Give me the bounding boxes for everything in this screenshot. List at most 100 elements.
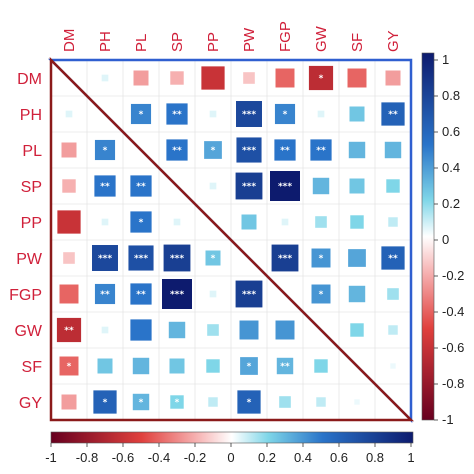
- heatmap-cell-sp-sf: [349, 178, 365, 194]
- heatmap-cell-sp-gw: [312, 177, 330, 195]
- row-label-pl: PL: [22, 143, 42, 160]
- heatmap-cell-pw-ph: [92, 245, 118, 271]
- colorbar-tick-label: 0.2: [442, 196, 460, 211]
- heatmap-cell-pp-dm: [57, 210, 81, 234]
- column-label-dm: DM: [61, 29, 78, 52]
- column-label-gy: GY: [385, 30, 402, 52]
- significance-label: **: [388, 254, 398, 264]
- column-label-fgp: FGP: [277, 21, 294, 52]
- significance-label: **: [136, 182, 146, 192]
- heatmap-cell-dm-fgp: [275, 68, 295, 88]
- heatmap-cell-gw-sp: [168, 321, 186, 339]
- column-labels: DM PH PL SP PP PW FGP GW SF GY: [61, 21, 402, 52]
- significance-label: ***: [170, 254, 184, 264]
- row-labels: DM PH PL SP PP PW FGP GW SF GY: [9, 71, 43, 412]
- row-label-pw: PW: [16, 251, 43, 268]
- heatmap-cell-fgp-gy: [387, 288, 399, 300]
- heatmap-cell-pp-sp: [173, 218, 181, 226]
- heatmap-cell-sf-sp: [169, 358, 185, 374]
- colorbar-tick-label: -0.6: [442, 340, 464, 355]
- colorbar-tick-label: -0.2: [442, 268, 464, 283]
- horizontal-colorbar: [50, 431, 414, 444]
- heatmap-cell-gw-dm: [56, 317, 82, 343]
- heatmap-cell-pl-dm: [61, 142, 77, 158]
- bottom-tick-label: 0.2: [258, 450, 276, 465]
- heatmap-cell-pl-sp: [166, 139, 188, 161]
- heatmap-cell-pl-pp: [204, 141, 222, 159]
- heatmap-cell-ph-pp: [209, 110, 217, 118]
- row-label-dm: DM: [17, 71, 42, 88]
- heatmap-cell-pw-sp: [163, 244, 191, 272]
- bottom-tick-label: -0.8: [76, 450, 98, 465]
- heatmap-cell-gy-pl: [132, 393, 150, 411]
- heatmap-cell-gw-sf: [350, 323, 364, 337]
- heatmap-cell-pw-pp: [205, 250, 221, 266]
- heatmap-cell-pw-pl: [128, 245, 154, 271]
- heatmap-cells: [56, 65, 405, 414]
- significance-label: **: [172, 110, 182, 120]
- significance-label: *: [175, 398, 180, 408]
- heatmap-cell-ph-dm: [65, 110, 73, 118]
- colorbar-tick-label: 0.8: [442, 88, 460, 103]
- heatmap-cell-gy-pp: [208, 397, 218, 407]
- colorbar-tick-label: 0.4: [442, 160, 460, 175]
- significance-label: **: [280, 362, 290, 372]
- heatmap-cell-gw-pl: [130, 319, 152, 341]
- heatmap-cell-ph-fgp: [274, 103, 296, 125]
- colorbar-tick-label: 0.6: [442, 124, 460, 139]
- column-label-pw: PW: [241, 27, 258, 52]
- heatmap-cell-pp-gy: [388, 217, 398, 227]
- heatmap-cell-ph-gy: [381, 102, 405, 126]
- column-label-pp: PP: [205, 32, 222, 52]
- heatmap-cell-ph-pw: [236, 101, 262, 127]
- heatmap-cell-dm-sp: [170, 71, 184, 85]
- heatmap-cell-pw-sf: [348, 249, 366, 267]
- lower-triangle-border: [49, 56, 415, 422]
- heatmap-cell-pp-gw: [315, 216, 327, 228]
- heatmap-cell-sp-fgp: [270, 171, 300, 201]
- heatmap-cell-gw-gy: [388, 325, 398, 335]
- heatmap-cell-dm-pp: [201, 66, 225, 90]
- heatmap-cell-ph-sp: [166, 103, 188, 125]
- significance-label: *: [139, 398, 144, 408]
- heatmap-cell-fgp-sf: [348, 285, 366, 303]
- significance-label: *: [247, 398, 252, 408]
- heatmap-cell-sp-pw: [235, 172, 263, 200]
- heatmap-cell-sf-pp: [206, 359, 220, 373]
- heatmap-cell-gy-sf: [354, 399, 360, 405]
- significance-label: *: [139, 218, 144, 228]
- significance-label: *: [103, 398, 108, 408]
- heatmap-cell-gy-sp: [170, 395, 184, 409]
- bottom-tick-label: -0.2: [184, 450, 206, 465]
- heatmap-cell-pp-sf: [350, 215, 364, 229]
- heatmap-cell-sf-gw: [314, 359, 328, 373]
- heatmap-cell-sf-dm: [59, 356, 79, 376]
- significance-label: ***: [278, 182, 292, 192]
- heatmap-cell-sp-ph: [94, 175, 116, 197]
- bottom-tick-label: -0.6: [112, 450, 134, 465]
- heatmap-cell-sp-pl: [130, 175, 152, 197]
- row-label-sp: SP: [21, 179, 42, 196]
- column-label-sf: SF: [349, 33, 366, 52]
- heatmap-cell-fgp-gw: [311, 284, 331, 304]
- significance-stars: ** ** *** * *** ** * *** ** **** ** *** ******* *** **…: [64, 74, 398, 408]
- row-label-ph: PH: [20, 107, 42, 124]
- column-label-ph: PH: [97, 31, 114, 52]
- row-label-gy: GY: [19, 395, 42, 412]
- heatmap-cell-gy-pw: [237, 390, 261, 414]
- significance-label: ***: [242, 290, 256, 300]
- significance-label: **: [64, 326, 74, 336]
- significance-label: ***: [170, 290, 184, 300]
- heatmap-cell-fgp-pl: [130, 283, 152, 305]
- heatmap-cell-pp-pw: [241, 214, 257, 230]
- heatmap-cell-gy-gw: [316, 397, 326, 407]
- significance-label: **: [136, 290, 146, 300]
- column-label-gw: GW: [313, 25, 330, 52]
- significance-label: *: [211, 254, 216, 264]
- heatmap-cell-fgp-pw: [235, 280, 263, 308]
- significance-label: ***: [98, 254, 112, 264]
- heatmap-cell-gy-ph: [93, 390, 117, 414]
- significance-label: **: [100, 182, 110, 192]
- colorbar-tick-label: -0.4: [442, 304, 464, 319]
